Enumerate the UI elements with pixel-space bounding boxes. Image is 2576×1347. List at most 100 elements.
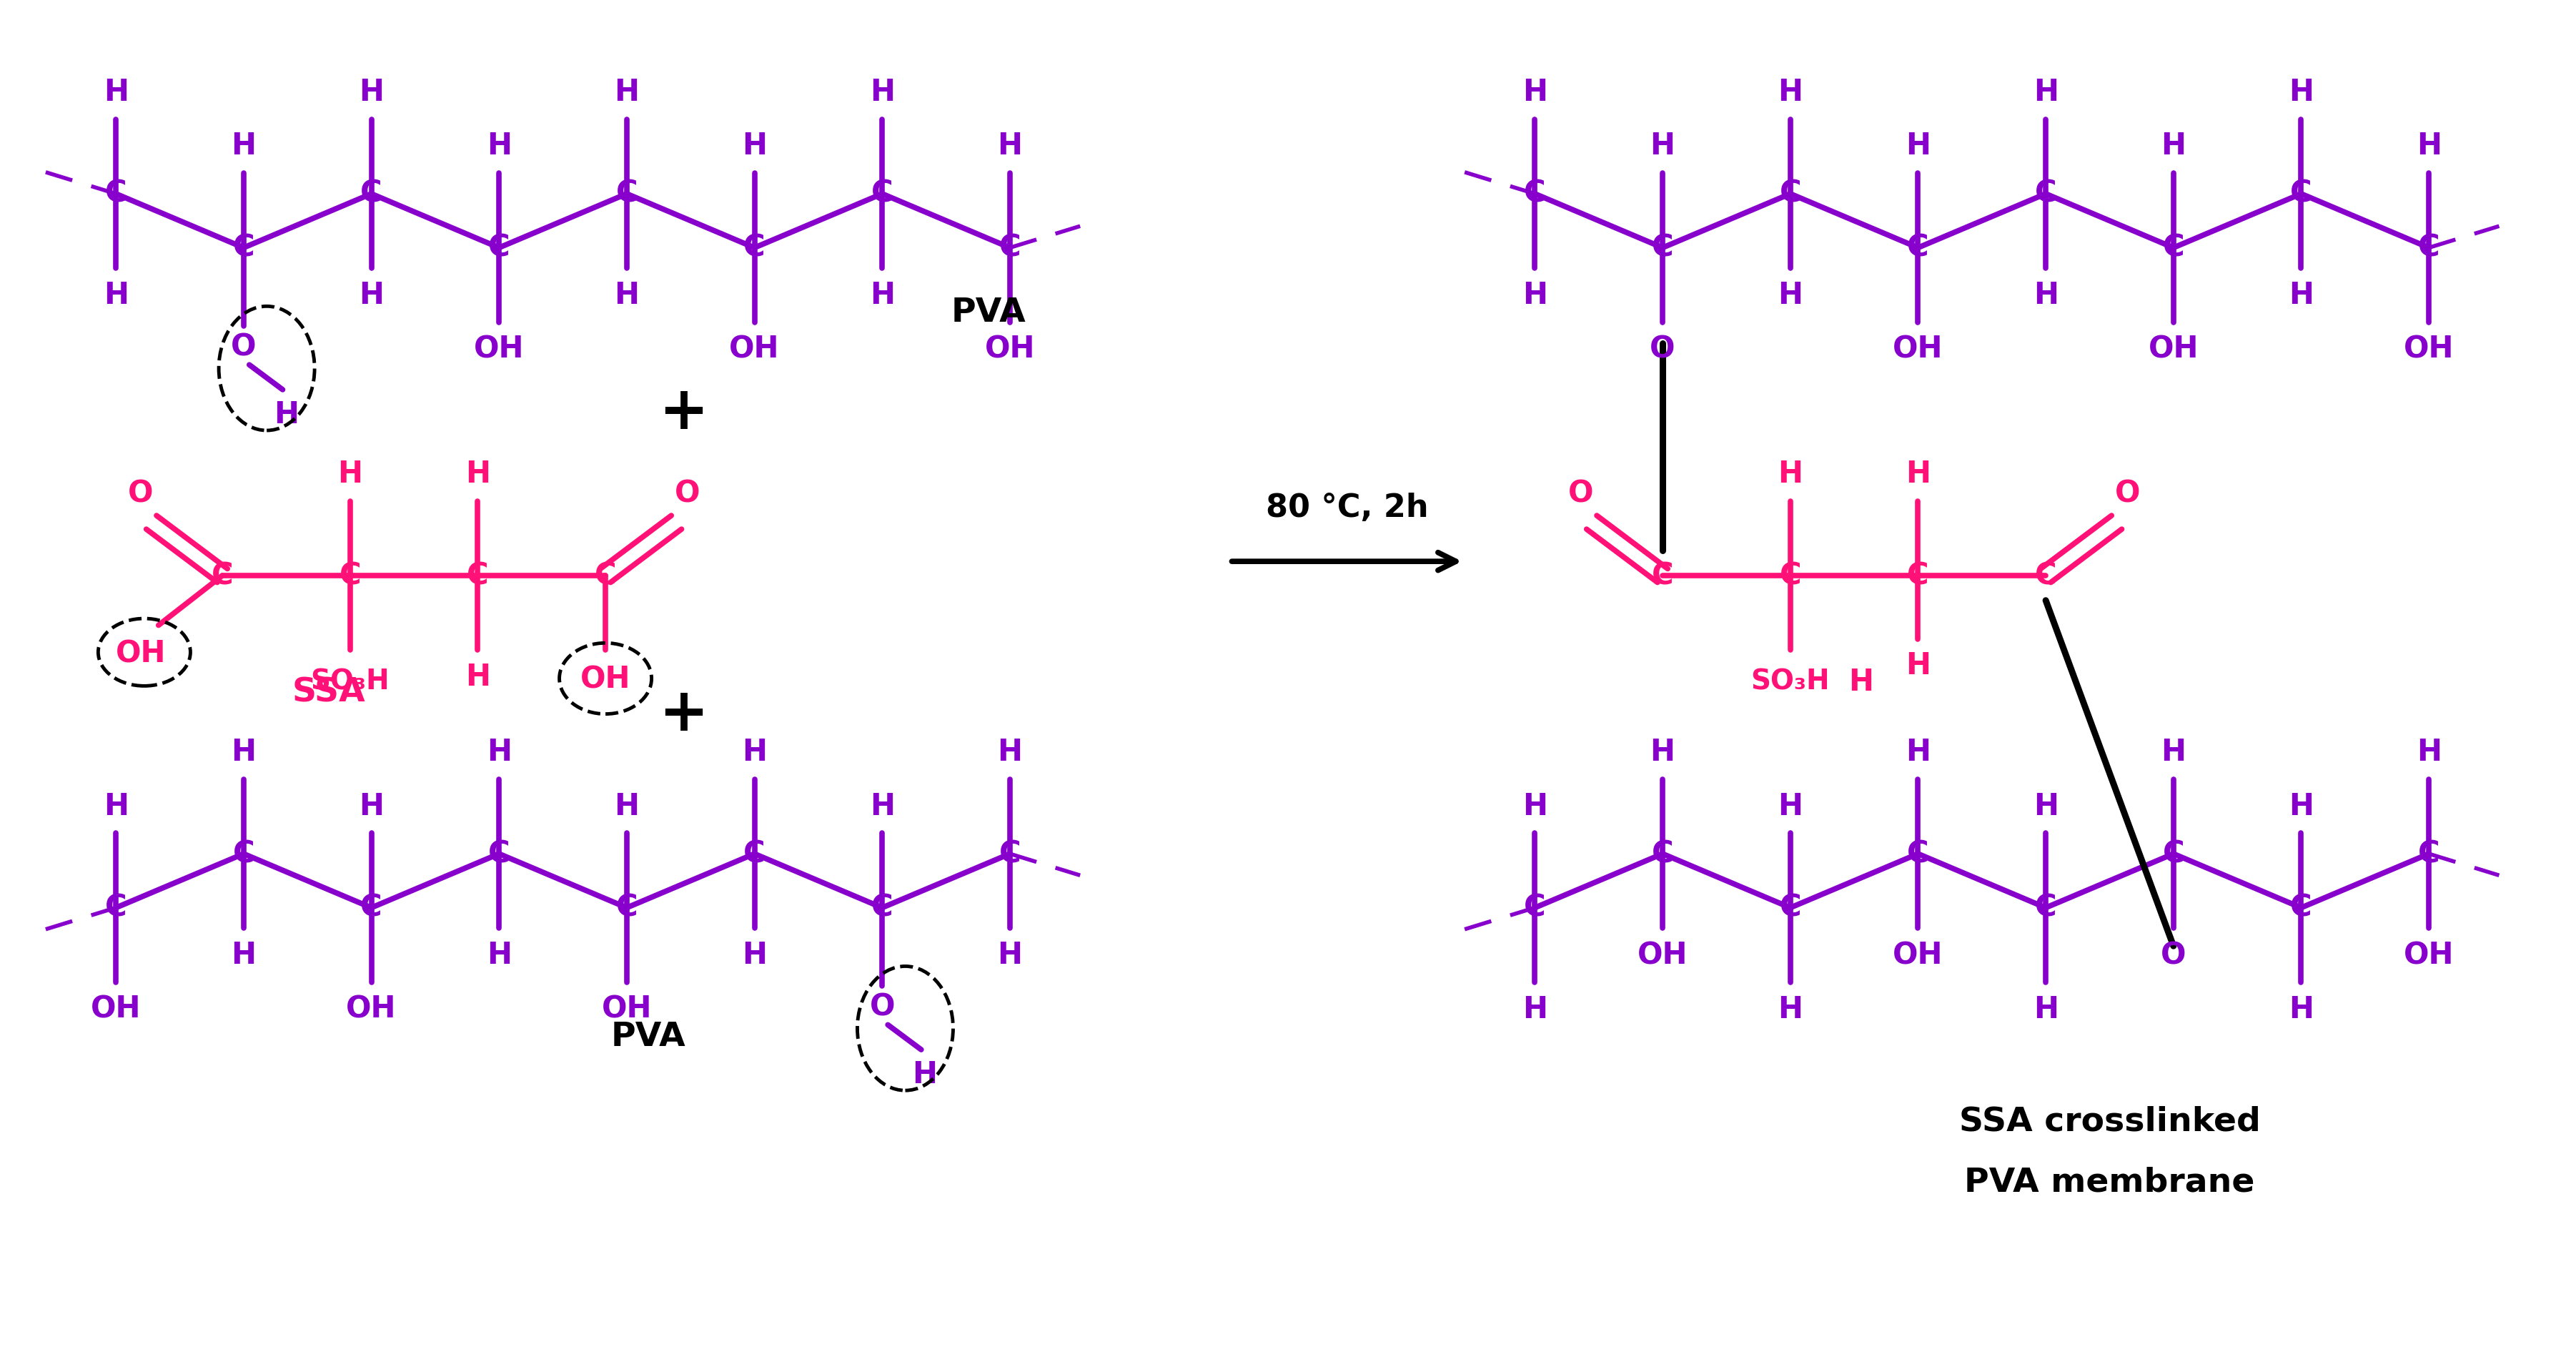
Text: PVA: PVA (951, 296, 1025, 329)
Text: C: C (1780, 560, 1801, 590)
Text: C: C (1780, 893, 1801, 923)
Text: H: H (2416, 737, 2442, 768)
Text: PVA membrane: PVA membrane (1965, 1167, 2254, 1199)
Text: O: O (1649, 334, 1674, 364)
Text: C: C (487, 839, 510, 869)
Text: H: H (613, 791, 639, 822)
Text: OH: OH (474, 334, 526, 364)
Text: OH: OH (2403, 940, 2455, 970)
Text: +: + (659, 384, 708, 442)
Text: C: C (340, 560, 361, 590)
Text: C: C (361, 179, 381, 209)
Text: C: C (595, 560, 616, 590)
Text: C: C (744, 839, 765, 869)
Text: O: O (2115, 480, 2141, 509)
Text: C: C (1651, 839, 1674, 869)
Text: H: H (358, 280, 384, 310)
Text: H: H (2287, 77, 2313, 108)
Text: H: H (871, 791, 894, 822)
Text: C: C (2035, 179, 2056, 209)
Text: H: H (997, 737, 1023, 768)
Text: SO₃H: SO₃H (312, 668, 389, 695)
Text: H: H (2287, 791, 2313, 822)
Text: C: C (744, 233, 765, 263)
Text: OH: OH (1638, 940, 1687, 970)
Text: O: O (1569, 480, 1595, 509)
Text: H: H (487, 737, 513, 768)
Text: H: H (2032, 791, 2058, 822)
Text: C: C (1906, 560, 1929, 590)
Text: OH: OH (729, 334, 781, 364)
Text: H: H (466, 661, 489, 692)
Text: OH: OH (2148, 334, 2200, 364)
Text: C: C (2290, 893, 2313, 923)
Text: C: C (1906, 233, 1929, 263)
Text: H: H (1906, 131, 1929, 162)
Text: C: C (2161, 839, 2184, 869)
Text: C: C (211, 560, 234, 590)
Text: H: H (103, 280, 129, 310)
Text: C: C (1525, 179, 1546, 209)
Text: H: H (2287, 994, 2313, 1024)
Text: SO₃H: SO₃H (1752, 668, 1829, 695)
Text: OH: OH (2403, 334, 2455, 364)
Text: PVA: PVA (611, 1021, 685, 1053)
Text: H: H (232, 940, 255, 970)
Text: H: H (742, 737, 768, 768)
Text: H: H (1522, 77, 1548, 108)
Text: O: O (871, 991, 894, 1022)
Text: H: H (871, 280, 894, 310)
Text: C: C (106, 179, 126, 209)
Text: O: O (675, 480, 701, 509)
Text: SSA: SSA (291, 676, 366, 709)
Text: H: H (613, 280, 639, 310)
Text: C: C (871, 179, 894, 209)
Text: H: H (358, 77, 384, 108)
Text: C: C (106, 893, 126, 923)
Text: OH: OH (345, 994, 397, 1024)
Text: C: C (2035, 893, 2056, 923)
Text: O: O (232, 331, 258, 362)
Text: H: H (1522, 791, 1548, 822)
Text: H: H (912, 1060, 938, 1090)
Text: C: C (361, 893, 381, 923)
Text: H: H (2161, 131, 2187, 162)
Text: 80 °C, 2h: 80 °C, 2h (1265, 493, 1427, 524)
Text: H: H (742, 940, 768, 970)
Text: H: H (2287, 280, 2313, 310)
Text: C: C (616, 893, 639, 923)
Text: C: C (616, 179, 639, 209)
Text: H: H (1777, 459, 1803, 489)
Text: H: H (487, 940, 513, 970)
Text: OH: OH (1893, 334, 1942, 364)
Text: OH: OH (90, 994, 142, 1024)
Text: C: C (1906, 839, 1929, 869)
Text: C: C (1651, 560, 1674, 590)
Text: C: C (871, 893, 894, 923)
Text: H: H (1906, 737, 1929, 768)
Text: H: H (103, 77, 129, 108)
Text: C: C (1780, 179, 1801, 209)
Text: C: C (2035, 560, 2056, 590)
Text: H: H (1906, 651, 1929, 680)
Text: H: H (487, 131, 513, 162)
Text: H: H (1651, 737, 1674, 768)
Text: H: H (613, 77, 639, 108)
Text: H: H (466, 459, 489, 489)
Text: OH: OH (580, 665, 631, 695)
Text: H: H (2161, 737, 2187, 768)
Text: OH: OH (1893, 940, 1942, 970)
Text: O: O (2161, 940, 2187, 970)
Text: C: C (2290, 179, 2313, 209)
Text: H: H (742, 131, 768, 162)
Text: C: C (1525, 893, 1546, 923)
Text: C: C (999, 233, 1020, 263)
Text: H: H (1906, 459, 1929, 489)
Text: H: H (337, 459, 363, 489)
Text: H: H (1522, 280, 1548, 310)
Text: H: H (997, 940, 1023, 970)
Text: H: H (871, 77, 894, 108)
Text: H: H (2032, 77, 2058, 108)
Text: H: H (2416, 131, 2442, 162)
Text: H: H (2032, 994, 2058, 1024)
